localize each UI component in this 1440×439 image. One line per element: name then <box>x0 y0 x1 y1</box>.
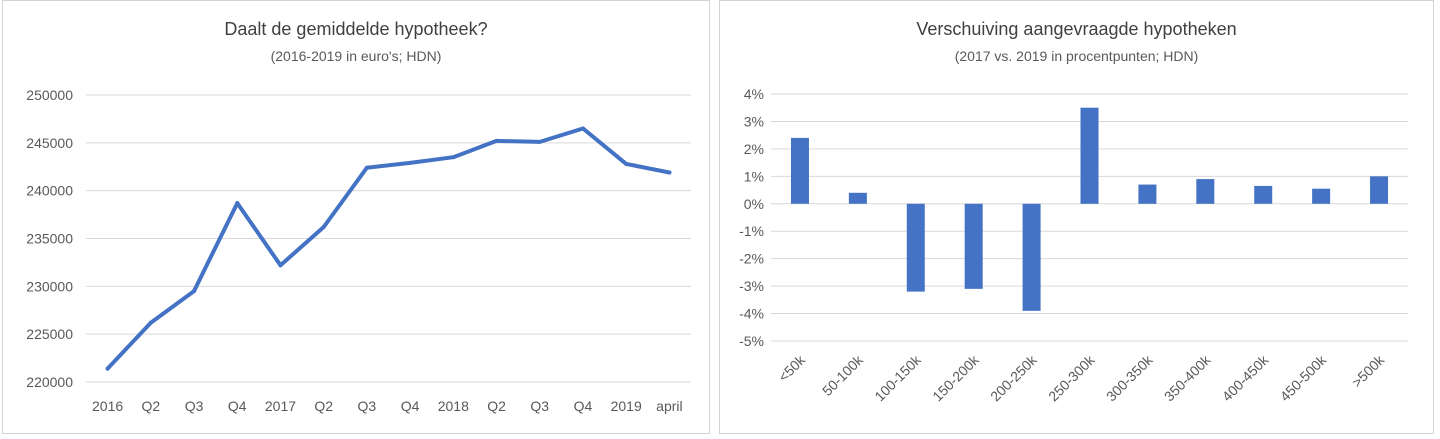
data-point <box>278 263 283 268</box>
data-point <box>667 170 672 175</box>
y-tick-label: -3% <box>739 278 764 294</box>
line-chart-title: Daalt de gemiddelde hypotheek? <box>224 19 488 39</box>
bar <box>1254 185 1273 204</box>
data-point <box>148 320 153 325</box>
data-point <box>408 160 413 165</box>
line-chart-subtitle: (2016-2019 in euro's; HDN) <box>270 48 442 64</box>
x-tick-label: 250-300k <box>1045 351 1098 404</box>
y-tick-label: 245000 <box>26 135 73 151</box>
bar <box>1196 179 1215 204</box>
data-point <box>580 126 585 131</box>
bar-chart-plot: -5% -4% -3% -2% -1% 0% 1% 2% 3% 4% <50k 50-100k 100-… <box>739 86 1408 404</box>
x-tick-label: <50k <box>775 351 809 385</box>
data-point <box>192 289 197 294</box>
bar <box>964 203 983 289</box>
y-tick-label: 3% <box>744 113 764 129</box>
bar-chart-panel: Verschuiving aangevraagde hypotheken (20… <box>719 0 1434 434</box>
bar <box>790 137 809 204</box>
bar <box>1312 188 1331 204</box>
y-tick-label: 1% <box>744 168 764 184</box>
y-tick-label: 235000 <box>26 231 73 247</box>
x-tick-label: 2018 <box>438 398 469 414</box>
x-tick-label: 450-500k <box>1277 351 1330 404</box>
bar <box>1370 176 1389 204</box>
bar <box>848 192 867 204</box>
x-tick-label: 200-250k <box>987 351 1040 404</box>
x-tick-label: Q4 <box>401 398 420 414</box>
x-tick-label: 300-350k <box>1103 351 1156 404</box>
bar-chart-title: Verschuiving aangevraagde hypotheken <box>916 19 1237 39</box>
data-point <box>494 138 499 143</box>
bar <box>906 203 925 292</box>
y-tick-label: 250000 <box>26 87 73 103</box>
x-tick-label: 50-100k <box>819 351 867 399</box>
x-tick-label: Q2 <box>314 398 333 414</box>
data-point <box>451 155 456 160</box>
data-point <box>624 161 629 166</box>
x-tick-label: Q2 <box>141 398 160 414</box>
y-tick-label: -1% <box>739 223 764 239</box>
y-tick-label: 220000 <box>26 374 73 390</box>
series-line <box>105 126 672 371</box>
bar <box>1138 184 1157 204</box>
data-point <box>105 366 110 371</box>
x-tick-label: Q3 <box>185 398 204 414</box>
y-tick-label: 240000 <box>26 183 73 199</box>
y-tick-label: 0% <box>744 196 764 212</box>
line-chart-plot: 220000 225000 230000 235000 240000 245000 2500… <box>26 87 691 414</box>
x-tick-label: 400-450k <box>1219 351 1272 404</box>
line-chart-panel: Daalt de gemiddelde hypotheek? (2016-201… <box>2 0 710 434</box>
x-tick-label: >500k <box>1349 351 1388 390</box>
x-tick-label: Q2 <box>487 398 506 414</box>
y-tick-label: 225000 <box>26 326 73 342</box>
data-point <box>364 165 369 170</box>
x-tick-label: Q4 <box>574 398 593 414</box>
x-tick-label: Q3 <box>530 398 549 414</box>
x-tick-label: april <box>656 398 682 414</box>
y-tick-label: 2% <box>744 141 764 157</box>
x-tick-label: 2017 <box>265 398 296 414</box>
x-tick-label: Q4 <box>228 398 247 414</box>
data-point <box>321 225 326 230</box>
x-tick-label: 100-150k <box>871 351 924 404</box>
bar-chart-subtitle: (2017 vs. 2019 in procentpunten; HDN) <box>954 48 1199 64</box>
y-tick-label: 230000 <box>26 278 73 294</box>
bar <box>1080 107 1099 204</box>
y-tick-label: -5% <box>739 333 764 349</box>
y-tick-label: -2% <box>739 251 764 267</box>
y-tick-label: 4% <box>744 86 764 102</box>
data-point <box>537 139 542 144</box>
x-tick-label: 2019 <box>611 398 642 414</box>
x-tick-label: 2016 <box>92 398 123 414</box>
bar <box>1022 203 1041 311</box>
x-tick-label: 350-400k <box>1161 351 1214 404</box>
x-tick-label: 150-200k <box>929 351 982 404</box>
x-tick-label: Q3 <box>358 398 377 414</box>
data-point <box>235 201 240 206</box>
y-tick-label: -4% <box>739 306 764 322</box>
